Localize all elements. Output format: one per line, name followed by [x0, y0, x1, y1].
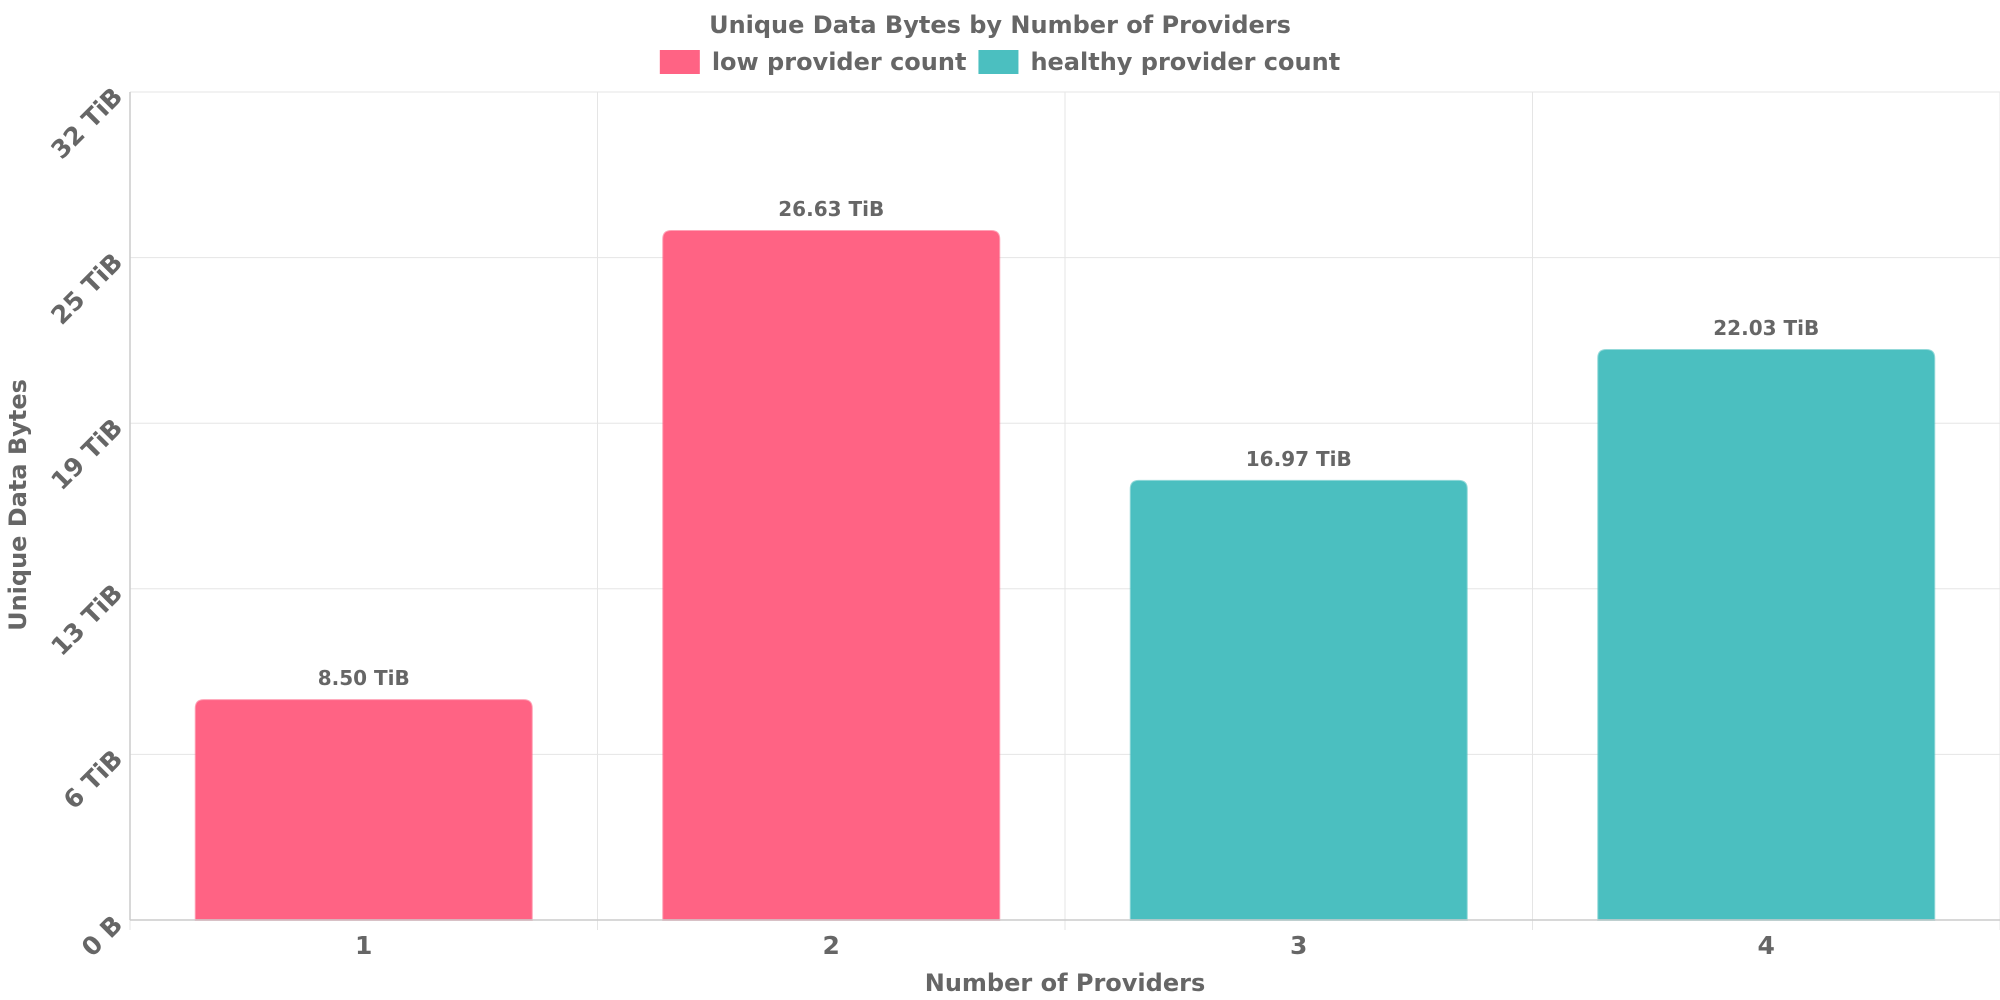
y-tick-label: 25 TiB [45, 247, 128, 330]
chart-title: Unique Data Bytes by Number of Providers [709, 11, 1291, 39]
x-tick-label: 3 [1290, 931, 1307, 960]
x-tick-label: 1 [355, 931, 372, 960]
bar[interactable] [1597, 348, 1936, 921]
bar-value-label: 26.63 TiB [778, 197, 884, 221]
legend: low provider count healthy provider count [659, 48, 1340, 76]
y-tick-label: 13 TiB [45, 579, 128, 662]
legend-swatch[interactable] [659, 50, 700, 74]
y-tick-label: 19 TiB [45, 413, 128, 496]
bar-value-label: 22.03 TiB [1713, 316, 1819, 340]
legend-label[interactable]: low provider count [712, 48, 967, 76]
data-labels: 8.50 TiB 26.63 TiB 16.97 TiB 22.03 TiB [318, 197, 1820, 690]
y-tick-label: 6 TiB [58, 744, 129, 815]
bars [194, 229, 1936, 921]
legend-label[interactable]: healthy provider count [1030, 48, 1340, 76]
y-tick-label: 0 B [76, 910, 128, 962]
x-tick-label: 2 [823, 931, 840, 960]
x-axis-title: Number of Providers [925, 969, 1205, 997]
bar[interactable] [1129, 479, 1468, 921]
bar[interactable] [662, 229, 1001, 921]
bar[interactable] [194, 699, 533, 921]
legend-swatch[interactable] [978, 50, 1019, 74]
y-tick-label: 32 TiB [45, 82, 128, 165]
bar-value-label: 8.50 TiB [318, 666, 410, 690]
y-axis-title: Unique Data Bytes [4, 379, 32, 631]
x-tick-label: 4 [1758, 931, 1775, 960]
bar-value-label: 16.97 TiB [1246, 447, 1352, 471]
